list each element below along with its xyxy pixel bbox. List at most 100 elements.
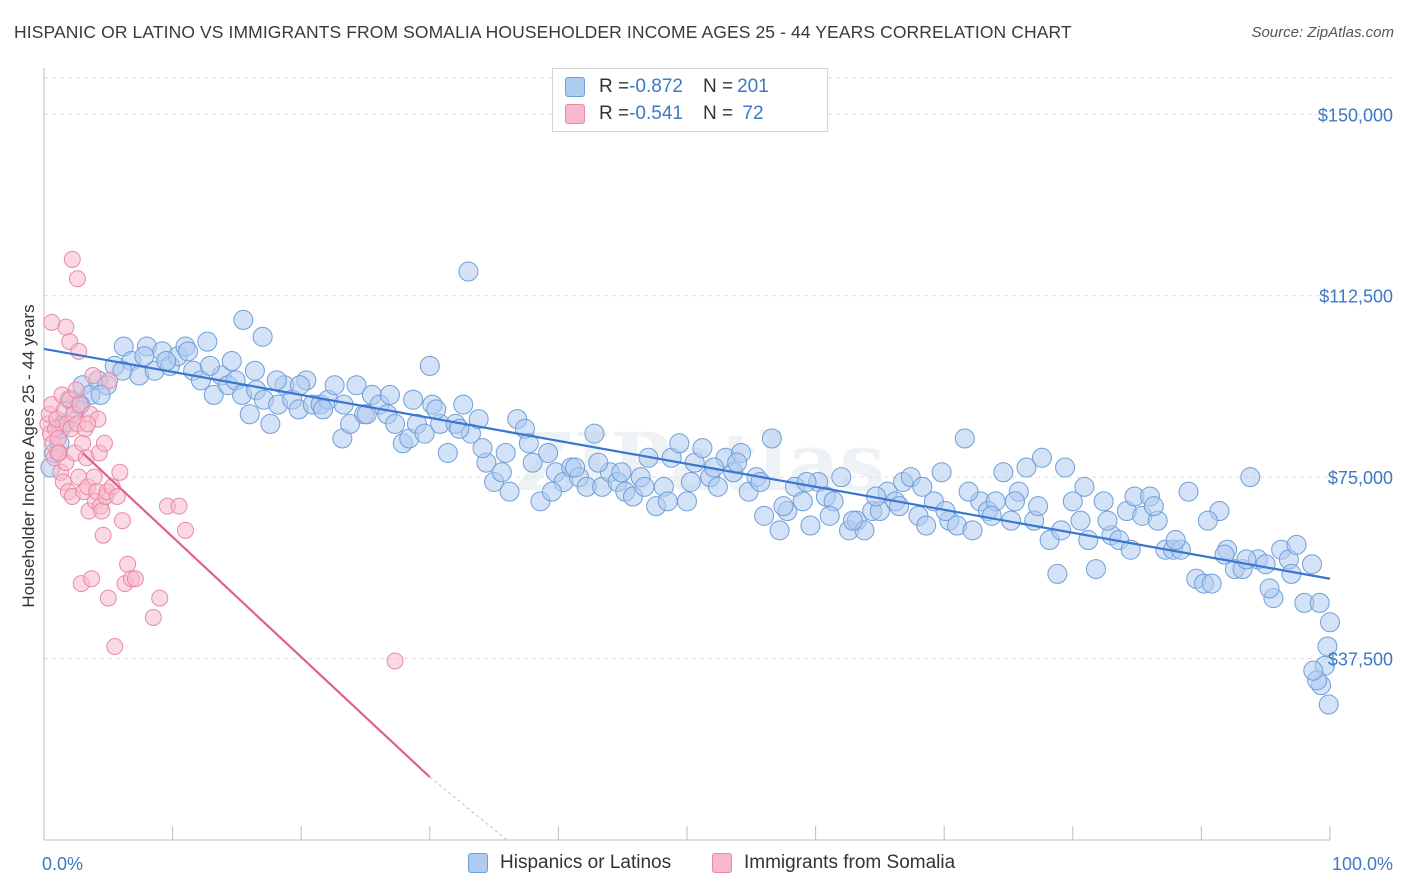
legend-r-label: R = — [599, 103, 630, 124]
data-point-somalia — [111, 463, 129, 481]
data-point-somalia — [176, 521, 194, 539]
data-point-hispanic — [385, 413, 406, 434]
data-point-somalia — [94, 526, 112, 544]
data-point-hispanic — [541, 481, 562, 502]
data-point-hispanic — [1055, 457, 1076, 478]
data-point-hispanic — [458, 261, 479, 282]
data-point-somalia — [74, 434, 92, 452]
legend-n-label: N = — [702, 76, 734, 97]
source-credit: Source: ZipAtlas.com — [1251, 24, 1394, 41]
data-point-hispanic — [565, 457, 586, 478]
data-point-hispanic — [112, 360, 133, 381]
data-point-somalia — [126, 570, 144, 588]
data-point-somalia — [84, 367, 102, 385]
data-point-somalia — [106, 637, 124, 655]
data-point-hispanic — [931, 462, 952, 483]
data-point-hispanic — [472, 438, 493, 459]
data-point-hispanic — [727, 452, 748, 473]
legend-swatch-blue — [565, 77, 585, 97]
data-point-hispanic — [657, 491, 678, 512]
data-point-hispanic — [1178, 481, 1199, 502]
data-point-hispanic — [453, 394, 474, 415]
data-point-hispanic — [495, 442, 516, 463]
data-point-hispanic — [197, 331, 218, 352]
data-point-hispanic — [419, 355, 440, 376]
data-point-somalia — [85, 468, 103, 486]
data-point-somalia — [67, 381, 85, 399]
data-point-hispanic — [199, 355, 220, 376]
data-point-somalia — [49, 444, 67, 462]
data-point-hispanic — [611, 462, 632, 483]
chart-title: HISPANIC OR LATINO VS IMMIGRANTS FROM SO… — [14, 22, 1072, 42]
data-point-hispanic — [819, 505, 840, 526]
data-point-hispanic — [522, 452, 543, 473]
data-point-somalia — [68, 270, 86, 288]
data-point-hispanic — [414, 423, 435, 444]
y-tick-label: $75,000 — [1328, 468, 1393, 488]
data-point-hispanic — [1320, 612, 1340, 633]
legend-label: Hispanics or Latinos — [500, 852, 672, 873]
data-point-hispanic — [426, 399, 447, 420]
trend-line-somalia — [81, 452, 431, 778]
x-tick-label: 100.0% — [1332, 854, 1393, 874]
data-point-hispanic — [1259, 578, 1280, 599]
data-point-hispanic — [134, 346, 155, 367]
data-point-hispanic — [692, 438, 713, 459]
data-point-hispanic — [252, 326, 273, 347]
data-point-hispanic — [962, 520, 983, 541]
data-point-hispanic — [1016, 457, 1037, 478]
data-point-somalia — [43, 313, 61, 331]
data-point-hispanic — [499, 481, 520, 502]
trend-lines — [43, 347, 1331, 841]
legend-n-label: N = — [702, 103, 734, 124]
data-point-hispanic — [761, 428, 782, 449]
data-point-somalia — [119, 555, 137, 573]
data-point-hispanic — [1286, 534, 1307, 555]
data-point-hispanic — [993, 462, 1014, 483]
data-point-hispanic — [221, 351, 242, 372]
legend-swatch-pink — [712, 853, 732, 873]
series-immigrants-from-somalia — [39, 250, 404, 670]
data-point-hispanic — [754, 505, 775, 526]
data-point-hispanic — [669, 433, 690, 454]
data-point-hispanic — [468, 409, 489, 430]
data-point-hispanic — [954, 428, 975, 449]
data-point-hispanic — [90, 384, 111, 405]
correlation-legend: R = -0.872 N = 201 R = -0.541 N = 72 — [552, 68, 828, 132]
data-point-hispanic — [1070, 510, 1091, 531]
data-point-hispanic — [289, 375, 310, 396]
data-point-somalia — [93, 502, 111, 520]
y-tick-label: $37,500 — [1328, 650, 1393, 670]
data-point-hispanic — [324, 375, 345, 396]
data-point-hispanic — [912, 476, 933, 497]
legend-n-value: 72 — [737, 103, 764, 124]
data-point-hispanic — [1318, 694, 1339, 715]
data-point-hispanic — [239, 404, 260, 425]
data-point-hispanic — [403, 389, 424, 410]
data-point-hispanic — [1085, 559, 1106, 580]
legend-item-somalia[interactable]: Immigrants from Somalia — [712, 852, 955, 874]
data-point-somalia — [101, 371, 119, 389]
data-point-hispanic — [1301, 554, 1322, 575]
data-point-hispanic — [842, 510, 863, 531]
y-tick-label: $112,500 — [1319, 287, 1393, 307]
data-point-hispanic — [796, 471, 817, 492]
trend-line-somalia-extension — [429, 776, 508, 841]
data-point-hispanic — [346, 375, 367, 396]
data-point-somalia — [170, 497, 188, 515]
data-point-hispanic — [233, 309, 254, 330]
legend-swatch-blue — [468, 853, 488, 873]
data-point-hispanic — [340, 413, 361, 434]
data-point-somalia — [57, 318, 75, 336]
data-point-somalia — [95, 434, 113, 452]
data-point-somalia — [108, 487, 126, 505]
legend-item-hispanics[interactable]: Hispanics or Latinos — [468, 852, 671, 874]
data-point-hispanic — [800, 515, 821, 536]
y-axis-label: Householder Income Ages 25 - 44 years — [19, 304, 38, 607]
data-point-somalia — [386, 652, 404, 670]
data-point-hispanic — [792, 491, 813, 512]
data-point-hispanic — [203, 384, 224, 405]
legend-n-value: 201 — [737, 76, 769, 97]
data-point-somalia — [113, 512, 131, 530]
data-point-hispanic — [981, 505, 1002, 526]
